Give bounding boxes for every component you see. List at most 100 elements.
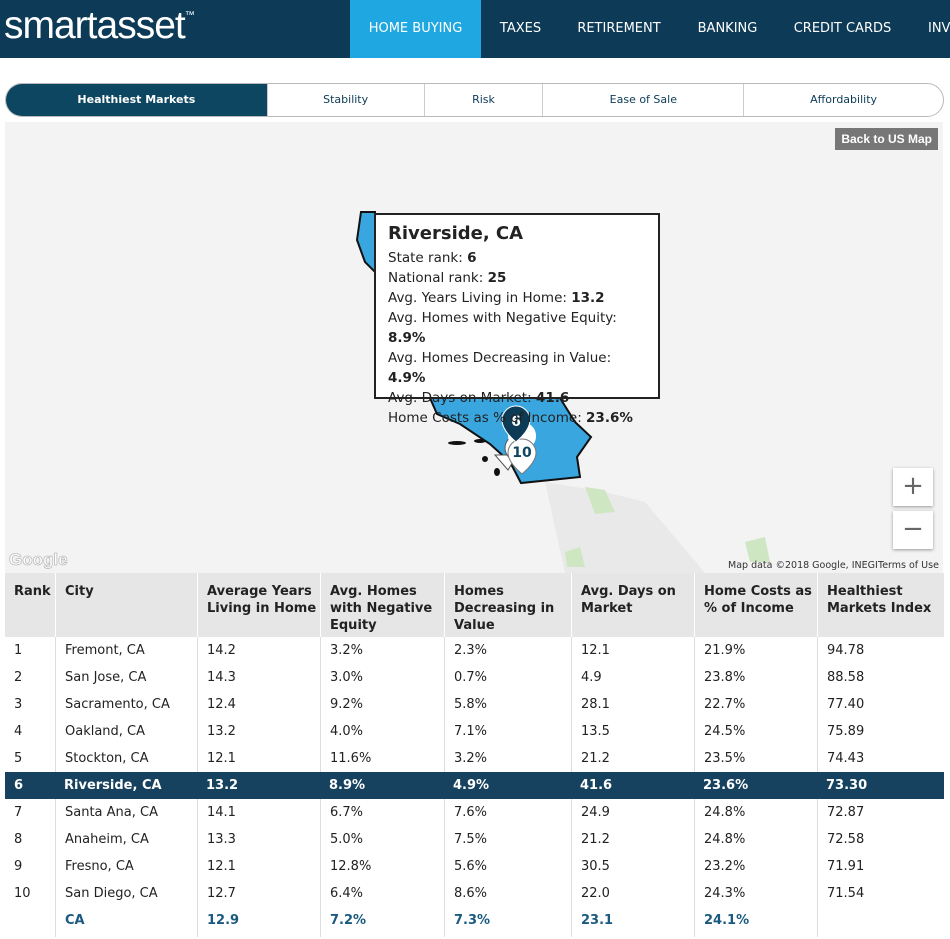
header-cell: Healthiest Markets Index: [817, 573, 944, 637]
header-cell: Home Costs as % of Income: [694, 573, 817, 637]
tooltip-label: National rank:: [388, 270, 488, 286]
marker[interactable]: 6: [501, 405, 531, 443]
table-cell: 12.1: [571, 637, 694, 664]
island: [474, 439, 486, 443]
table-row: 8 Anaheim, CA 13.3 5.0% 7.5% 21.2 24.8% 72.58: [5, 826, 944, 853]
tooltip-row: Avg. Homes with Negative Equity: 8.9%: [388, 308, 646, 348]
logo-text: smartasset: [4, 4, 186, 47]
footer-cell: 7.2%: [320, 907, 444, 937]
table-cell: 12.8%: [320, 853, 444, 880]
tooltip-label: State rank:: [388, 250, 468, 266]
table-cell: 30.5: [571, 853, 694, 880]
table-cell: Oakland, CA: [55, 718, 197, 745]
tab[interactable]: Affordability: [810, 93, 878, 106]
tooltip-value: 13.2: [571, 290, 605, 306]
table-cell: 13.2: [197, 718, 320, 745]
table-cell: [817, 907, 944, 937]
table-row: 1 Fremont, CA 14.2 3.2% 2.3% 12.1 21.9% 94.78: [5, 637, 944, 664]
table-cell: 11.6%: [320, 745, 444, 772]
tooltip-value: 6: [467, 250, 477, 266]
table-row: 6 Riverside, CA 13.2 8.9% 4.9% 41.6 23.6% 73.30: [5, 772, 944, 799]
park: [565, 487, 770, 567]
table-cell: 4: [14, 724, 23, 739]
table-cell: 23.6%: [703, 778, 749, 793]
table-cell: 41.6: [580, 778, 613, 793]
table-cell: 7.5%: [444, 826, 571, 853]
table-cell: Stockton, CA: [55, 745, 197, 772]
back-button[interactable]: Back to US Map: [835, 128, 938, 150]
marker-label: 10: [512, 445, 532, 461]
tooltip-label: Avg. Homes with Negative Equity:: [388, 310, 617, 326]
table-cell: San Jose, CA: [55, 664, 197, 691]
nav-item[interactable]: BANKING: [697, 21, 758, 36]
table-cell: 72.87: [817, 799, 944, 826]
tab[interactable]: Healthiest Markets: [6, 84, 268, 116]
header-cell: Avg. Homes with Negative Equity: [320, 573, 444, 637]
table-cell: Santa Ana, CA: [55, 799, 197, 826]
table-cell: 21.9%: [694, 637, 817, 664]
table-row: 9 Fresno, CA 12.1 12.8% 5.6% 30.5 23.2% 71.91: [5, 853, 944, 880]
header-cell: City: [55, 573, 197, 637]
island: [482, 456, 488, 462]
table-cell: 24.3%: [694, 880, 817, 907]
table-cell: Riverside, CA: [64, 778, 162, 793]
header-cell: Rank: [14, 584, 51, 599]
zoom-in[interactable]: +: [893, 468, 933, 506]
table-cell: 2.3%: [444, 637, 571, 664]
nav-item[interactable]: RETIREMENT: [577, 21, 661, 36]
table-cell: San Diego, CA: [55, 880, 197, 907]
table-cell: 24.8%: [694, 799, 817, 826]
table-cell: 74.43: [817, 745, 944, 772]
table-cell: 12.1: [197, 745, 320, 772]
logo[interactable]: smartasset™: [4, 4, 195, 48]
footer-cell: 24.1%: [694, 907, 817, 937]
footer-row: CA 12.9 7.2% 7.3% 23.1 24.1%: [5, 907, 944, 937]
table-row: 10 San Diego, CA 12.7 6.4% 8.6% 22.0 24.3% 71.5…: [5, 880, 944, 907]
tooltip: Riverside, CA State rank: 6 National rank:…: [374, 213, 660, 426]
tooltip-value: 23.6%: [586, 410, 633, 426]
terms-link[interactable]: Terms of Use: [877, 560, 939, 571]
table-cell: 77.40: [817, 691, 944, 718]
table-cell: 14.1: [197, 799, 320, 826]
tooltip-row: State rank: 6: [388, 248, 646, 268]
table-cell: 3.0%: [320, 664, 444, 691]
footer-cell: 12.9: [197, 907, 320, 937]
table-cell: 13.2: [206, 778, 239, 793]
table-cell: 3.2%: [320, 637, 444, 664]
tab-bar: Healthiest Markets Stability Risk Ease of S…: [5, 83, 944, 117]
nav-item[interactable]: INV: [928, 21, 950, 36]
tooltip-value: 8.9%: [388, 330, 426, 346]
nav-item[interactable]: CREDIT CARDS: [793, 21, 892, 36]
table-cell: 24.5%: [694, 718, 817, 745]
header: smartasset™ HOME BUYING TAXES RETIREMENT BA…: [0, 0, 950, 58]
table-cell: 22.0: [571, 880, 694, 907]
nav-item[interactable]: HOME BUYING: [350, 0, 481, 58]
nav-item[interactable]: TAXES: [499, 21, 542, 36]
footer-cell: 23.1: [571, 907, 694, 937]
table-cell: 21.2: [571, 745, 694, 772]
table-cell: 4.9%: [453, 778, 490, 793]
table-cell: Anaheim, CA: [55, 826, 197, 853]
footer-cell: CA: [55, 907, 197, 937]
tab[interactable]: Risk: [425, 84, 544, 116]
table-cell: 14.3: [197, 664, 320, 691]
table-cell: 6.7%: [320, 799, 444, 826]
table-cell: 5: [14, 751, 23, 766]
tooltip-label: Avg. Homes Decreasing in Value:: [388, 350, 612, 366]
header-cell: Avg. Days on Market: [571, 573, 694, 637]
table-cell: 7.1%: [444, 718, 571, 745]
tooltip-label: Avg. Days on Market:: [388, 390, 536, 406]
tooltip-row: Avg. Homes Decreasing in Value: 4.9%: [388, 348, 646, 388]
tooltip-value: 4.9%: [388, 370, 426, 386]
zoom-out[interactable]: −: [893, 511, 933, 549]
map-canvas: 10 6 Google Map data ©2018 Google, INEGI…: [9, 211, 939, 573]
table-cell: 10: [14, 886, 31, 901]
tab[interactable]: Stability: [268, 84, 425, 116]
tab[interactable]: Ease of Sale: [543, 84, 745, 116]
tooltip-label: Avg. Years Living in Home:: [388, 290, 572, 306]
table-cell: Sacramento, CA: [55, 691, 197, 718]
tooltip-label: Home Costs as % of Income:: [388, 410, 587, 426]
table-cell: 8: [14, 832, 23, 847]
table-cell: 3: [14, 697, 23, 712]
